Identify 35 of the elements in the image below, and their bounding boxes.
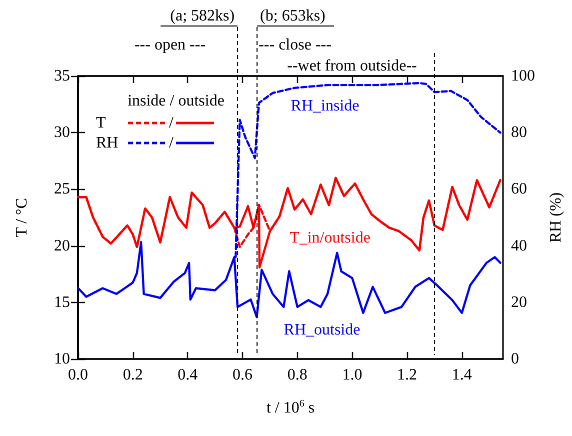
- x-tick-label: 1.0: [342, 366, 362, 384]
- legend-label: /: [169, 134, 174, 152]
- y-tick-label: 35: [54, 68, 70, 84]
- y-axis-title: T / °C: [14, 198, 30, 237]
- legend-title: inside / outside: [128, 92, 224, 110]
- annotation: RH_inside: [290, 98, 360, 114]
- y2-tick-label: 20: [511, 294, 527, 311]
- text: --- open ---: [134, 36, 206, 54]
- x-tick-label: 1.4: [452, 366, 472, 384]
- y-tick-label: 15: [54, 294, 70, 311]
- ref-line-label: (a; 582ks): [170, 8, 235, 24]
- y2-tick-label: 100: [511, 68, 535, 84]
- y2-tick-label: 0: [511, 350, 519, 368]
- legend-label: RH: [96, 134, 119, 152]
- y-tick-label: 20: [54, 237, 70, 254]
- y-tick-label: 25: [54, 180, 70, 198]
- y2-axis-title: RH (%): [548, 192, 564, 243]
- ref-line-label: (b; 653ks): [260, 8, 326, 24]
- y2-tick-label: 80: [511, 124, 527, 142]
- text: --- close ---: [258, 36, 332, 54]
- x-tick-label: 0.2: [122, 366, 143, 384]
- x-tick-label: 0.0: [68, 366, 88, 384]
- y-tick-label: 10: [54, 350, 70, 368]
- annotation: RH_outside: [284, 322, 360, 338]
- x-tick-label: 0.4: [178, 366, 198, 384]
- x-tick-label: 0.6: [232, 366, 253, 384]
- text: --wet from outside--: [287, 58, 417, 74]
- x-tick-label: 0.8: [287, 366, 308, 384]
- annotation: T_in/outside: [290, 230, 370, 246]
- x-tick-label: 1.2: [397, 366, 418, 384]
- y-tick-label: 30: [54, 124, 70, 142]
- legend-label: /: [169, 114, 174, 132]
- legend-label: T: [96, 114, 106, 132]
- y2-tick-label: 40: [511, 237, 527, 254]
- y2-tick-label: 60: [511, 180, 527, 198]
